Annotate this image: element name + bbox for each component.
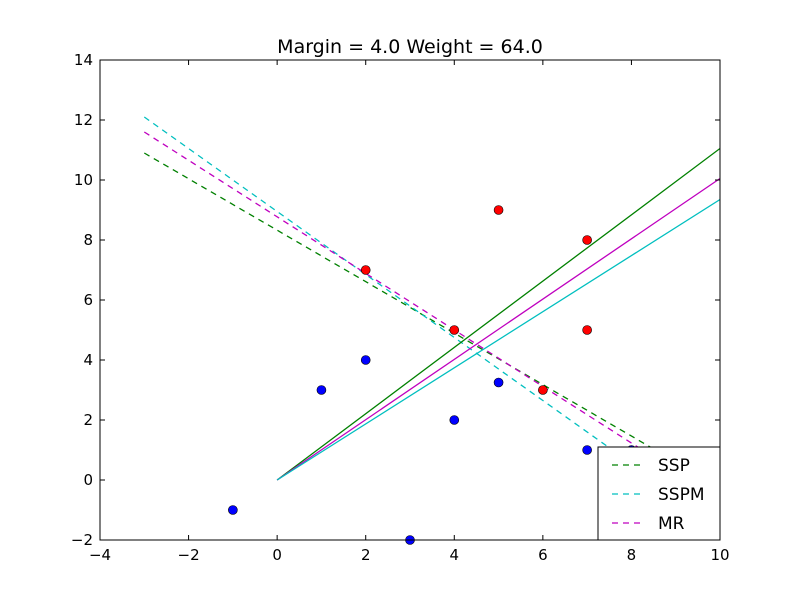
y-tick-label: 6 [83, 291, 93, 309]
y-tick-label: 14 [74, 51, 93, 69]
data-point-red-2 [493, 205, 504, 215]
y-tick-label: 2 [83, 411, 93, 429]
data-point-blue-0 [228, 505, 238, 515]
legend: SSP SSPM MR [597, 446, 721, 541]
series-line-unlabeled-3-solid [276, 147, 720, 481]
legend-label-ssp: SSP [658, 456, 690, 476]
y-tick-label: 4 [83, 351, 93, 369]
x-tick-label: 4 [450, 546, 460, 564]
data-point-red-3 [538, 385, 548, 395]
data-point-red-0 [360, 265, 371, 275]
series-lines [143, 116, 720, 481]
data-point-blue-5 [493, 377, 504, 388]
y-tick-label: 12 [74, 111, 93, 129]
legend-label-sspm: SSPM [658, 485, 705, 505]
y-tick-label: 10 [74, 171, 93, 189]
x-tick-label: 2 [361, 546, 371, 564]
series-line-ssp-dashed [143, 152, 659, 453]
data-point-blue-2 [360, 355, 371, 365]
y-tick-label: 8 [83, 231, 93, 249]
series-line-unlabeled-5-solid [276, 198, 720, 481]
data-points [228, 205, 637, 545]
chart-title: Margin = 4.0 Weight = 64.0 [277, 36, 543, 58]
x-tick-label: 8 [627, 546, 637, 564]
data-point-red-5 [582, 325, 592, 335]
data-point-blue-4 [449, 415, 460, 425]
series-line-unlabeled-4-solid [276, 177, 720, 481]
series-line-sspm-dashed [143, 116, 632, 465]
data-point-red-1 [449, 325, 460, 335]
x-tick-label: 10 [710, 546, 729, 564]
data-point-blue-1 [316, 385, 327, 395]
data-point-red-4 [582, 235, 592, 245]
x-tick-label: −4 [89, 546, 111, 564]
legend-label-mr: MR [658, 514, 685, 534]
x-tick-label: 0 [272, 546, 282, 564]
x-tick-label: 6 [538, 546, 548, 564]
legend-box [597, 446, 721, 541]
y-tick-label: 0 [83, 471, 93, 489]
x-tick-label: −2 [178, 546, 200, 564]
data-point-blue-6 [582, 445, 592, 455]
y-tick-label: −2 [71, 531, 93, 549]
